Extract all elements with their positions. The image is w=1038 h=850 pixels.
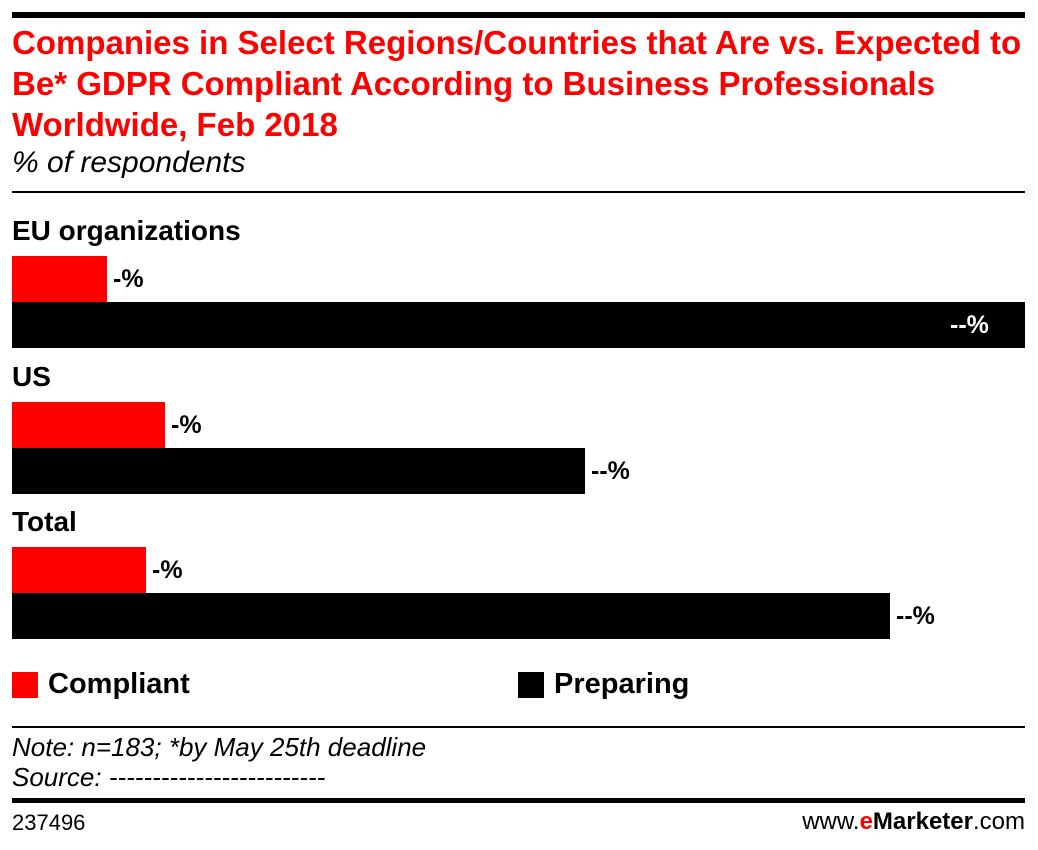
- top-rule: [12, 12, 1025, 18]
- data-label: -%: [113, 265, 144, 293]
- category-label: EU organizations: [12, 215, 241, 246]
- data-label: -%: [152, 556, 183, 584]
- brand-logo: www.eMarketer.com: [802, 808, 1025, 835]
- legend-label: Preparing: [554, 668, 690, 700]
- legend-item-preparing: Preparing: [518, 668, 689, 701]
- bar-compliant: [12, 256, 107, 302]
- note: Note: n=183; *by May 25th deadline: [12, 732, 427, 762]
- bar-compliant: [12, 402, 165, 448]
- legend-label: Compliant: [48, 668, 190, 700]
- data-label: --%: [950, 311, 989, 339]
- legend-item-compliant: Compliant: [12, 668, 190, 701]
- bar-preparing: [12, 302, 1025, 348]
- bar-preparing: [12, 593, 890, 639]
- chart-title: Companies in Select Regions/Countries th…: [12, 24, 1022, 143]
- divider: [12, 191, 1025, 193]
- category-label: Total: [12, 506, 77, 537]
- category-label: US: [12, 361, 51, 392]
- divider: [12, 726, 1025, 728]
- chart-id: 237496: [12, 810, 86, 835]
- data-label: -%: [171, 411, 202, 439]
- bottom-rule: [12, 798, 1025, 803]
- legend-swatch: [518, 671, 544, 698]
- data-label: --%: [896, 602, 935, 630]
- legend-swatch: [12, 671, 38, 698]
- data-label: --%: [591, 457, 630, 485]
- bar-compliant: [12, 547, 146, 593]
- source: Source: -------------------------: [12, 762, 326, 792]
- bar-preparing: [12, 448, 585, 494]
- chart-subtitle: % of respondents: [12, 146, 246, 179]
